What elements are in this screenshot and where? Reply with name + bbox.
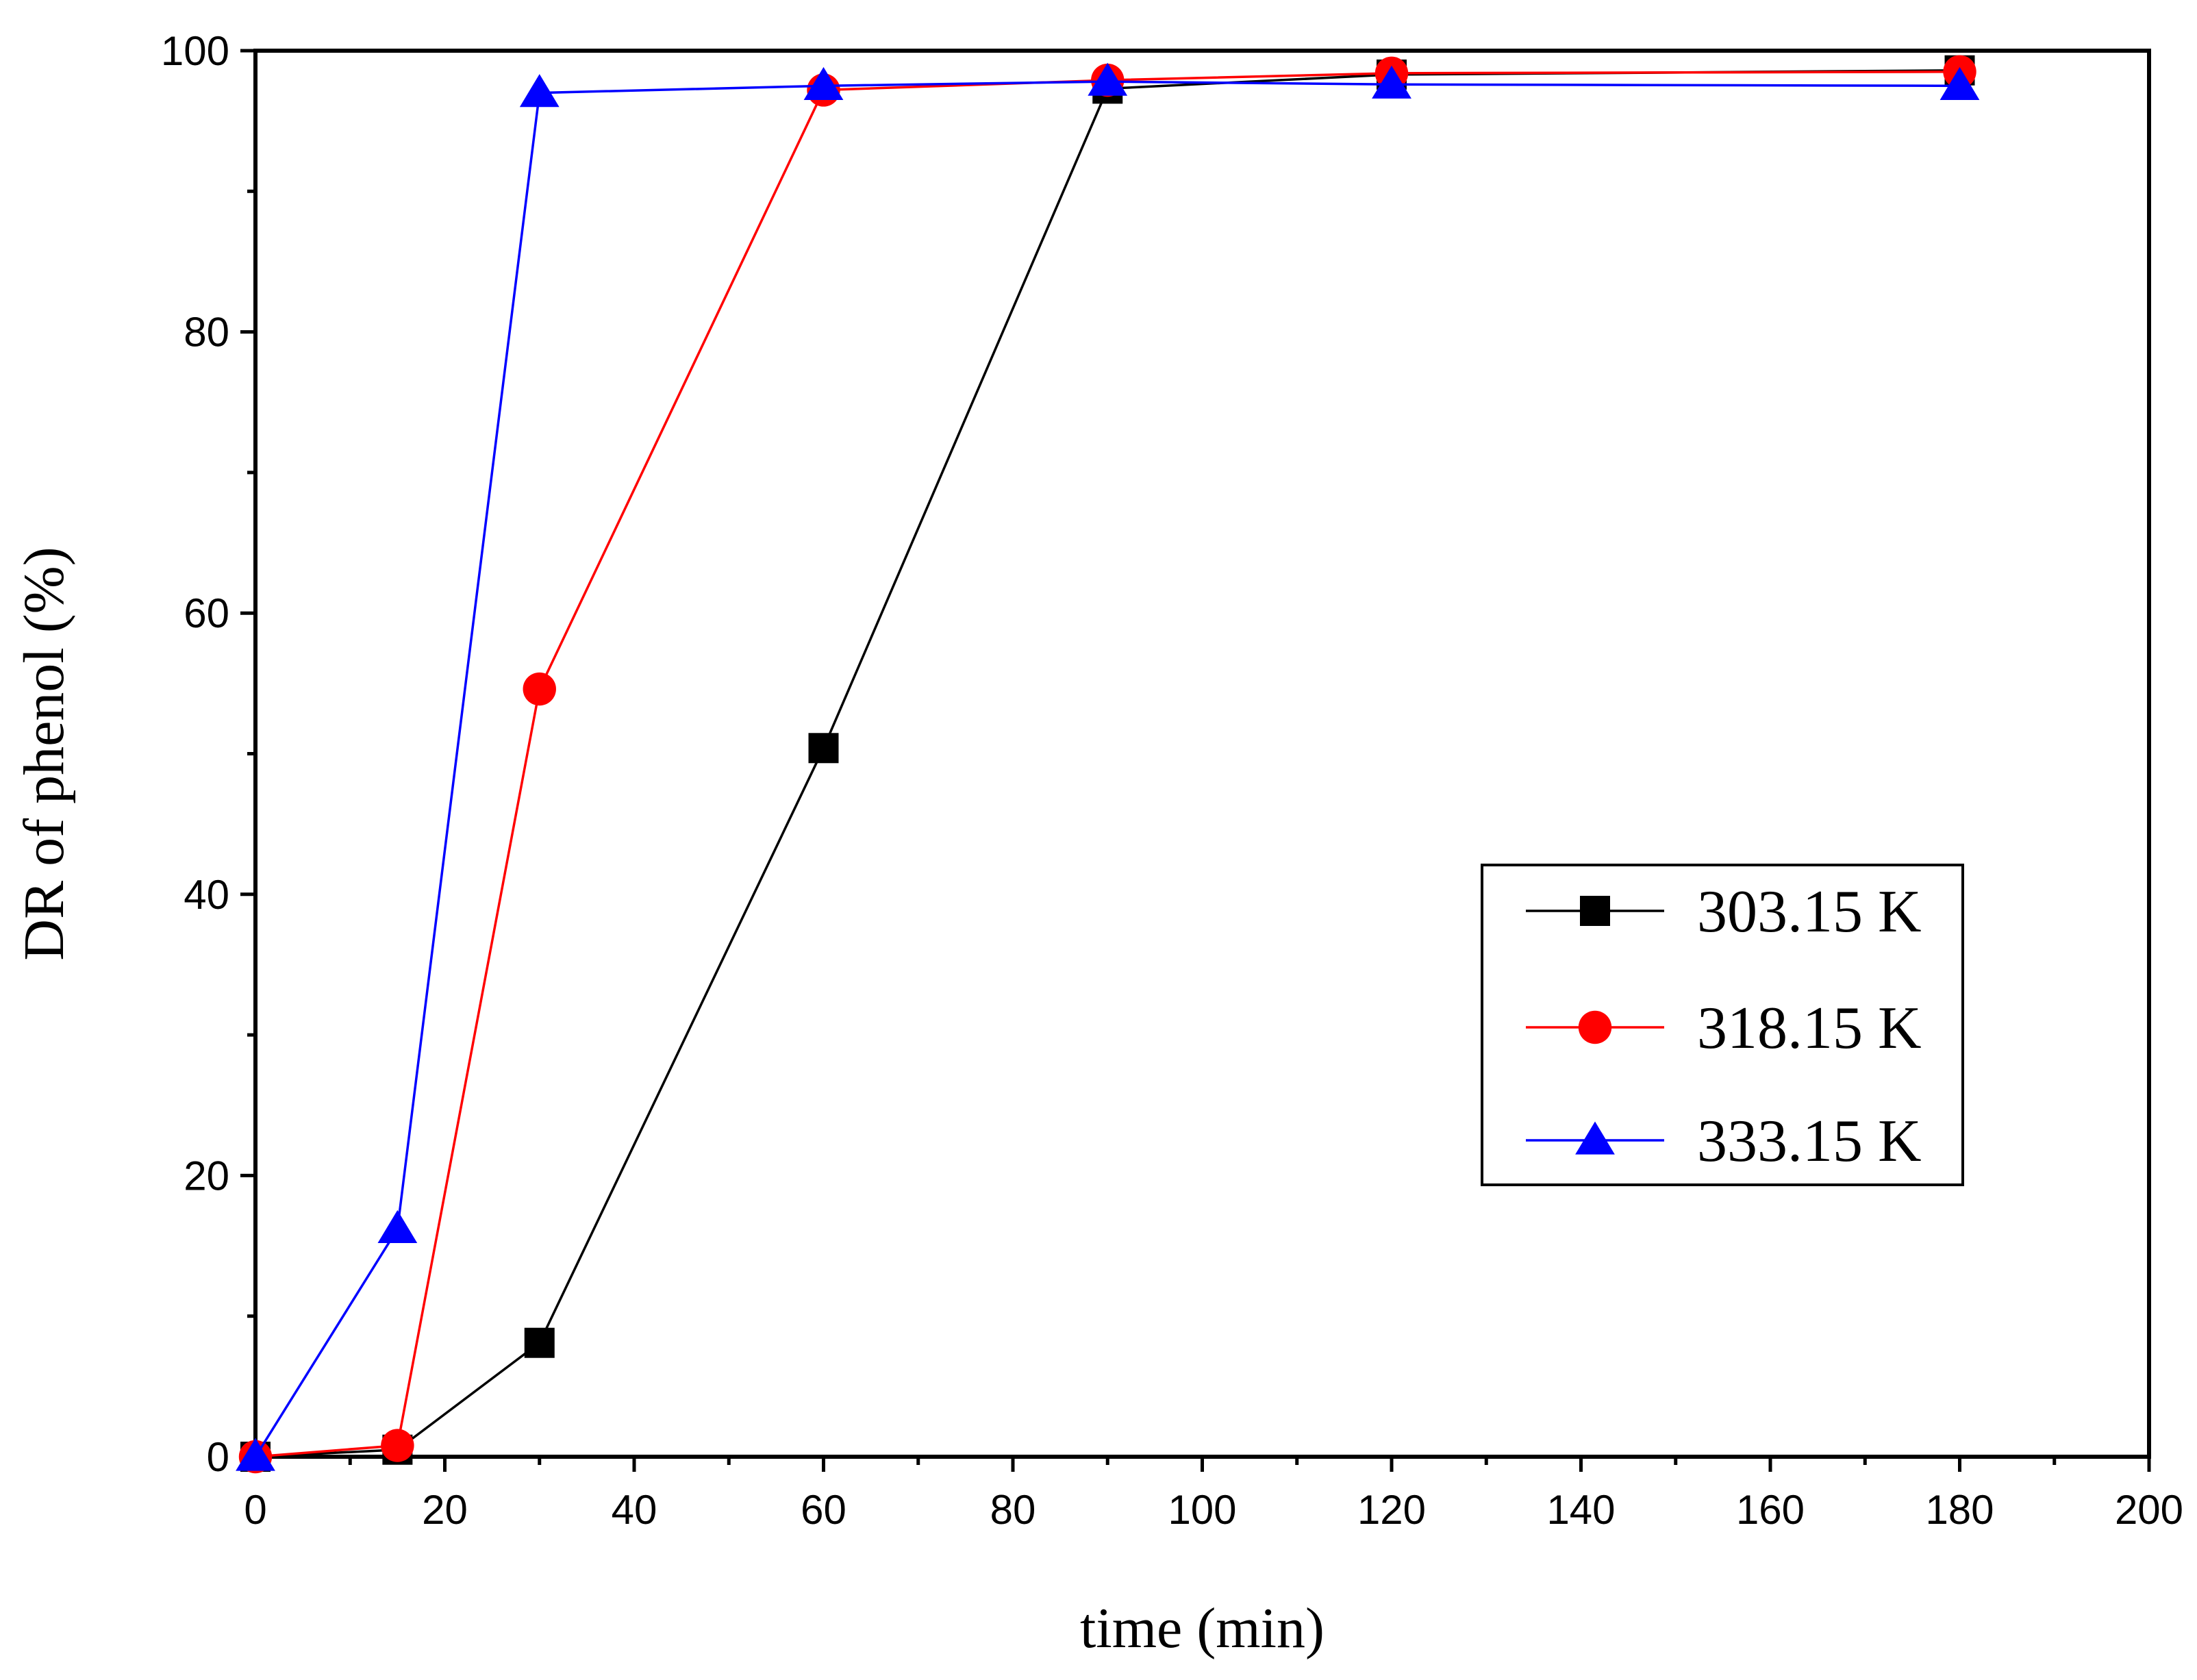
x-tick-label: 0 xyxy=(244,1487,266,1533)
series-1 xyxy=(238,55,1976,1474)
legend-label: 333.15 K xyxy=(1697,1108,1922,1175)
legend-item: 303.15 K xyxy=(1526,879,1922,945)
x-tick-label: 120 xyxy=(1357,1487,1426,1533)
x-tick-label: 60 xyxy=(801,1487,846,1533)
legend-marker xyxy=(1580,896,1610,926)
data-point xyxy=(1372,65,1411,99)
series-0 xyxy=(240,55,1975,1472)
y-tick-label: 80 xyxy=(184,310,229,355)
x-tick-label: 180 xyxy=(1925,1487,1994,1533)
data-point xyxy=(381,1429,414,1462)
y-tick-label: 20 xyxy=(184,1153,229,1199)
y-tick-label: 60 xyxy=(184,590,229,636)
series-line xyxy=(255,71,1960,1458)
series-layer xyxy=(236,55,1980,1474)
y-tick-label: 40 xyxy=(184,872,229,918)
data-point xyxy=(236,1438,275,1471)
series-line xyxy=(254,80,1960,1457)
x-tick-label: 160 xyxy=(1736,1487,1805,1533)
legend-item: 318.15 K xyxy=(1526,995,1922,1062)
plot-frame xyxy=(253,49,2151,1459)
x-axis-title: time (min) xyxy=(1080,1596,1325,1660)
legend: 303.15 K 318.15 K 333.15 K xyxy=(1481,864,1964,1186)
legend-marker xyxy=(1575,1121,1615,1155)
legend-label: 318.15 K xyxy=(1697,995,1922,1062)
legend-label: 303.15 K xyxy=(1697,879,1922,945)
x-tick-label: 20 xyxy=(422,1487,468,1533)
y-tick-label: 100 xyxy=(161,28,229,74)
series-2 xyxy=(236,62,1980,1471)
data-point xyxy=(519,74,560,108)
data-point xyxy=(808,733,839,764)
data-point xyxy=(1939,66,1980,100)
plot-area xyxy=(253,49,2151,1459)
y-axis-title: DR of phenol (%) xyxy=(12,547,76,960)
legend-box xyxy=(1481,864,1964,1186)
axis-ticks: 0 20 40 60 80 100 120 140 160 180 200 0 20 40 60 80 100 xyxy=(161,28,2183,1533)
data-point xyxy=(803,66,844,100)
series-line xyxy=(255,68,1960,1458)
legend-marker xyxy=(1578,1010,1612,1044)
data-point xyxy=(1088,62,1128,96)
y-tick-label: 0 xyxy=(207,1434,229,1480)
legend-item: 333.15 K xyxy=(1526,1108,1922,1175)
x-tick-label: 100 xyxy=(1168,1487,1236,1533)
x-tick-label: 80 xyxy=(990,1487,1036,1533)
x-tick-label: 200 xyxy=(2115,1487,2183,1533)
x-tick-label: 40 xyxy=(612,1487,657,1533)
data-point xyxy=(523,672,556,706)
data-point xyxy=(524,1327,555,1358)
data-point xyxy=(377,1209,418,1244)
x-tick-label: 140 xyxy=(1546,1487,1615,1533)
